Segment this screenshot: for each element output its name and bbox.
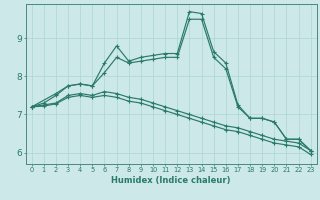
- X-axis label: Humidex (Indice chaleur): Humidex (Indice chaleur): [111, 176, 231, 185]
